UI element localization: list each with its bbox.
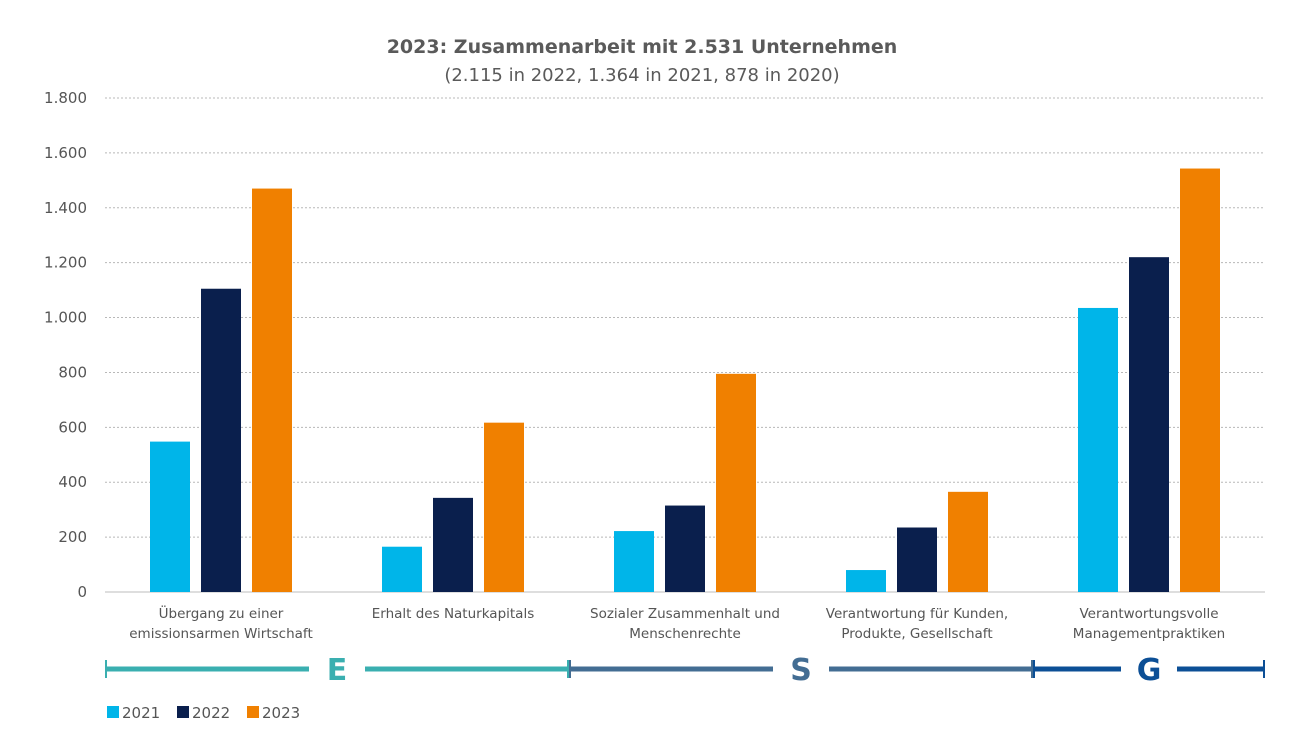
chart-title: 2023: Zusammenarbeit mit 2.531 Unternehm… bbox=[387, 36, 898, 58]
y-tick-label: 1.600 bbox=[44, 144, 87, 162]
bar-2023-cat-3 bbox=[716, 373, 756, 592]
esg-bracket-g: G bbox=[1033, 653, 1265, 688]
y-tick-label: 800 bbox=[58, 363, 87, 381]
legend-label-2023: 2023 bbox=[262, 704, 300, 722]
y-tick-label: 400 bbox=[58, 473, 87, 491]
bar-2022-cat-2 bbox=[433, 497, 473, 592]
category-label: Übergang zu einer bbox=[159, 604, 284, 622]
bar-2021-cat-4 bbox=[846, 570, 886, 592]
bar-2021-cat-3 bbox=[614, 531, 654, 592]
bar-2021-cat-2 bbox=[382, 546, 422, 592]
y-tick-label: 1.400 bbox=[44, 199, 87, 217]
y-tick-label: 600 bbox=[58, 418, 87, 436]
category-label: Managementpraktiken bbox=[1073, 626, 1225, 642]
y-tick-label: 1.200 bbox=[44, 254, 87, 272]
legend-swatch-2022 bbox=[177, 706, 189, 718]
bar-2022-cat-4 bbox=[897, 527, 937, 592]
bar-2023-cat-5 bbox=[1180, 168, 1220, 592]
bar-2022-cat-5 bbox=[1129, 257, 1169, 592]
category-label: Verantwortungsvolle bbox=[1079, 606, 1218, 622]
bar-2022-cat-1 bbox=[201, 288, 241, 592]
esg-letter-e: E bbox=[327, 653, 348, 688]
esg-letter-g: G bbox=[1137, 653, 1162, 688]
esg-bracket-s: S bbox=[569, 653, 1033, 688]
category-label: Verantwortung für Kunden, bbox=[826, 606, 1008, 622]
y-tick-label: 1.000 bbox=[44, 309, 87, 327]
esg-bracket-e: E bbox=[105, 653, 569, 688]
category-label: Sozialer Zusammenhalt und bbox=[590, 606, 780, 622]
category-label: Menschenrechte bbox=[629, 626, 741, 642]
bar-2023-cat-4 bbox=[948, 491, 988, 592]
bar-2021-cat-5 bbox=[1078, 307, 1118, 592]
category-label: Produkte, Gesellschaft bbox=[841, 626, 992, 642]
category-label: Erhalt des Naturkapitals bbox=[372, 606, 535, 622]
esg-letter-s: S bbox=[790, 653, 812, 688]
bar-2023-cat-2 bbox=[484, 422, 524, 592]
legend-label-2022: 2022 bbox=[192, 704, 230, 722]
bar-2021-cat-1 bbox=[150, 441, 190, 592]
chart-subtitle: (2.115 in 2022, 1.364 in 2021, 878 in 20… bbox=[444, 65, 839, 86]
bar-2022-cat-3 bbox=[665, 505, 705, 592]
y-tick-label: 0 bbox=[77, 583, 87, 601]
legend-swatch-2021 bbox=[107, 706, 119, 718]
y-tick-label: 1.800 bbox=[44, 89, 87, 107]
bar-2023-cat-1 bbox=[252, 188, 292, 593]
legend-label-2021: 2021 bbox=[122, 704, 160, 722]
legend-swatch-2023 bbox=[247, 706, 259, 718]
category-label: emissionsarmen Wirtschaft bbox=[129, 626, 313, 642]
y-tick-label: 200 bbox=[58, 528, 87, 546]
